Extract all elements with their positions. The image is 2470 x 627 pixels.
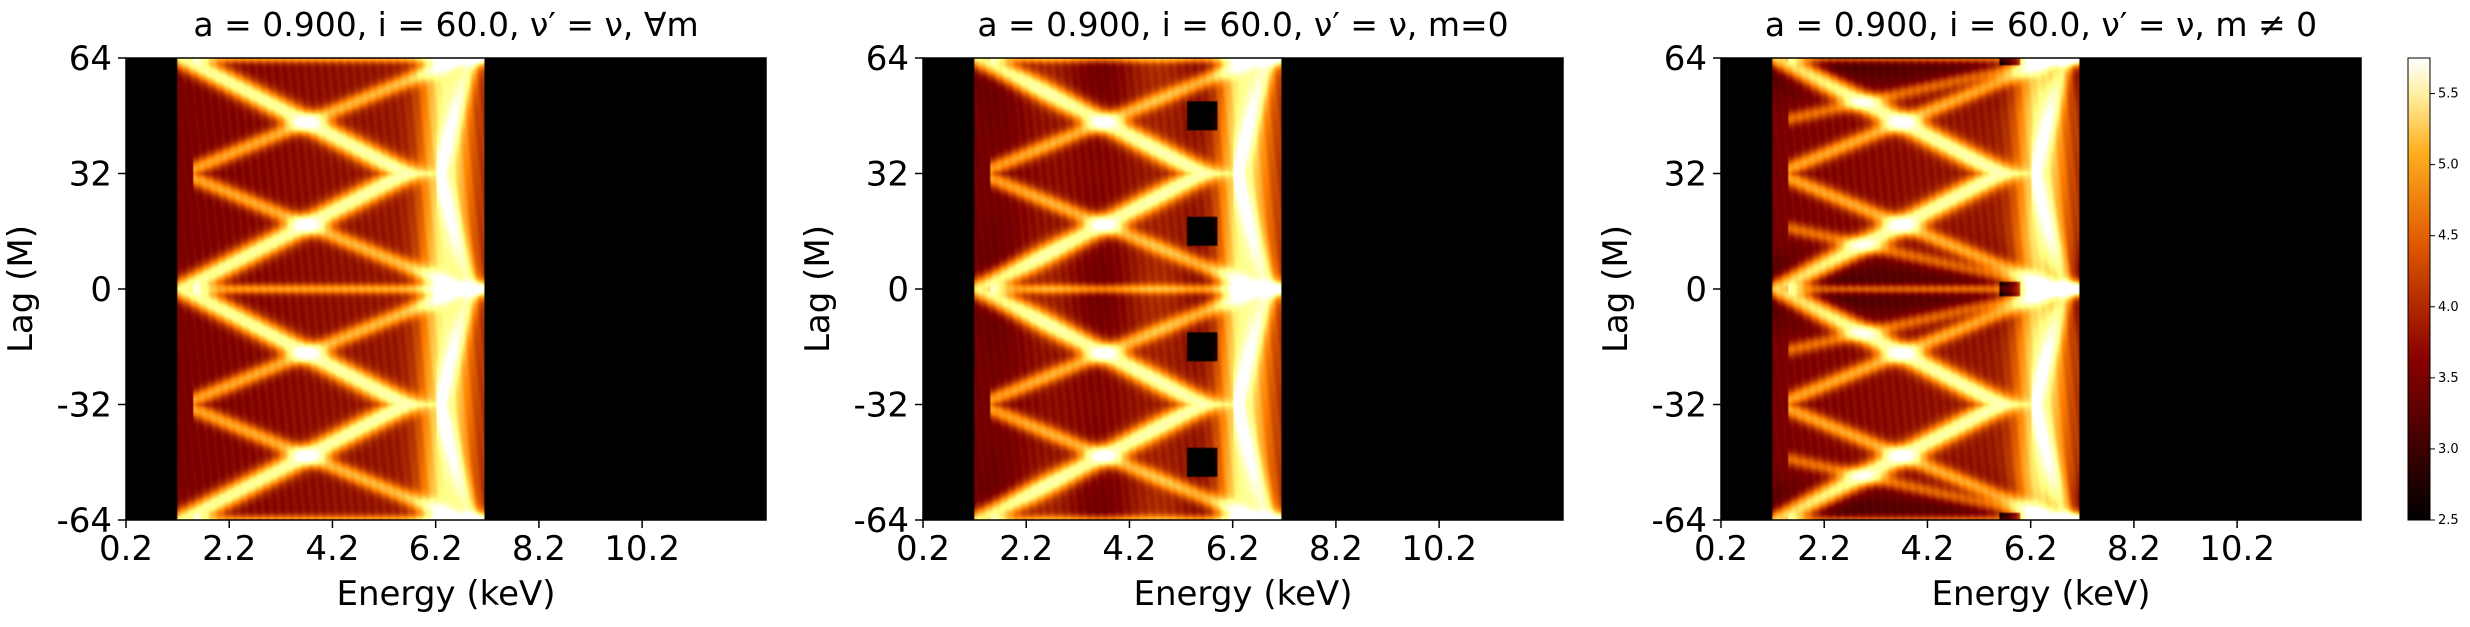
x-tick-label: 4.2 [1900, 529, 1954, 569]
colorbar-tick-label: 4.5 [2438, 229, 2459, 244]
y-tick-label: 32 [69, 155, 112, 195]
colorbar-tick-label: 5.5 [2438, 87, 2459, 102]
x-axis-label: Energy (keV) [1133, 574, 1352, 614]
y-tick-label: -64 [56, 501, 112, 541]
heatmap-image [1721, 58, 2361, 520]
y-tick-label: 64 [866, 39, 909, 79]
x-tick-label: 6.2 [2004, 529, 2058, 569]
x-tick-label: 10.2 [1401, 529, 1477, 569]
x-tick-label: 4.2 [1102, 529, 1156, 569]
colorbar: 2.5 3.0 3.5 4.0 4.5 5.0 5.5 [2407, 57, 2459, 528]
colorbar-tick-label: 5.0 [2438, 158, 2459, 173]
y-tick-label: -64 [1651, 501, 1707, 541]
x-tick-label: 6.2 [409, 529, 463, 569]
chart-title: a = 0.900, i = 60.0, ν′ = ν, m ≠ 0 [1765, 5, 2317, 44]
y-tick-label: 0 [90, 270, 112, 310]
y-tick-label: -64 [853, 501, 909, 541]
x-axis-label: Energy (keV) [1931, 574, 2150, 614]
x-tick-label: 8.2 [2107, 529, 2161, 569]
chart-panel-2: a = 0.900, i = 60.0, ν′ = ν, m=0 0.2 2.2 4.… [798, 5, 1564, 614]
panels-layer: a = 0.900, i = 60.0, ν′ = ν, ∀m 0.2 2.2 4.2… [1, 5, 2362, 614]
y-tick-label: -32 [56, 386, 112, 426]
x-tick-label: 10.2 [2199, 529, 2275, 569]
heatmap-image [923, 58, 1563, 520]
y-axis-label: Lag (M) [1596, 225, 1636, 353]
y-axis-label: Lag (M) [1, 225, 41, 353]
y-axis-label: Lag (M) [798, 225, 838, 353]
chart-title: a = 0.900, i = 60.0, ν′ = ν, m=0 [977, 5, 1508, 44]
y-tick-label: 32 [1664, 155, 1707, 195]
y-tick-label: -32 [1651, 386, 1707, 426]
y-tick-label: 64 [1664, 39, 1707, 79]
x-axis-label: Energy (keV) [336, 574, 555, 614]
x-tick-label: 8.2 [512, 529, 566, 569]
colorbar-tick-label: 3.5 [2438, 371, 2459, 386]
x-tick-label: 2.2 [999, 529, 1053, 569]
chart-panel-3: a = 0.900, i = 60.0, ν′ = ν, m ≠ 0 0.2 2.2… [1596, 5, 2362, 614]
x-tick-label: 6.2 [1206, 529, 1260, 569]
x-tick-label: 4.2 [305, 529, 359, 569]
x-tick-label: 0.2 [99, 529, 153, 569]
colorbar-tick-label: 2.5 [2438, 513, 2459, 528]
y-tick-label: 0 [887, 270, 909, 310]
chart-title: a = 0.900, i = 60.0, ν′ = ν, ∀m [193, 5, 698, 44]
x-tick-label: 2.2 [1797, 529, 1851, 569]
x-tick-label: 0.2 [896, 529, 950, 569]
y-tick-label: 64 [69, 39, 112, 79]
y-tick-label: 0 [1685, 270, 1707, 310]
x-tick-label: 0.2 [1694, 529, 1748, 569]
colorbar-tick-label: 4.0 [2438, 300, 2459, 315]
colorbar-gradient [2407, 57, 2431, 521]
colorbar-tick-label: 3.0 [2438, 442, 2459, 457]
x-tick-label: 10.2 [604, 529, 680, 569]
x-tick-label: 2.2 [202, 529, 256, 569]
heatmap-image [126, 58, 766, 520]
chart-panel-1: a = 0.900, i = 60.0, ν′ = ν, ∀m 0.2 2.2 4.2… [1, 5, 767, 614]
y-tick-label: -32 [853, 386, 909, 426]
x-tick-label: 8.2 [1309, 529, 1363, 569]
y-tick-label: 32 [866, 155, 909, 195]
